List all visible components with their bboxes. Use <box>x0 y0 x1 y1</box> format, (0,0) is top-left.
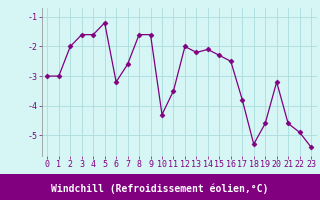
Text: Windchill (Refroidissement éolien,°C): Windchill (Refroidissement éolien,°C) <box>51 183 269 194</box>
